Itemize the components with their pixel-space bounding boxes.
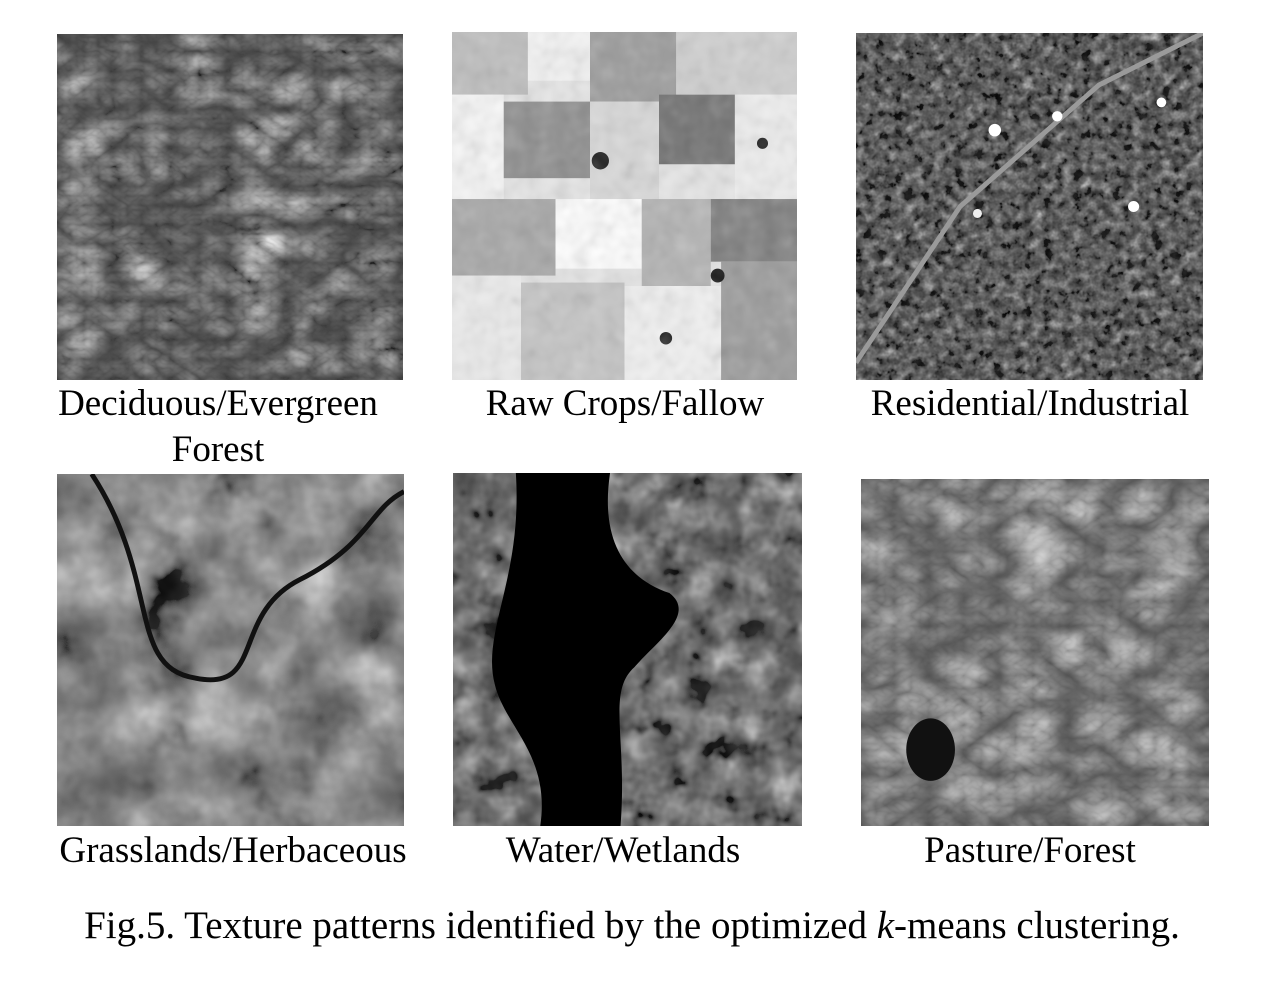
pasture-texture-image — [861, 479, 1209, 826]
grasslands-texture-image — [57, 474, 404, 826]
caption-prefix: Fig.5. Texture patterns identified by th… — [84, 904, 877, 947]
panel-label-forest: Deciduous/Evergreen — [58, 383, 378, 424]
panel-label-forest-line2: Forest — [171, 429, 265, 470]
panel-label-pasture: Pasture/Forest — [924, 830, 1136, 871]
panel-label-water: Water/Wetlands — [505, 830, 741, 871]
figure-caption: Fig.5. Texture patterns identified by th… — [0, 902, 1264, 950]
caption-italic-k: k — [876, 904, 895, 947]
forest-texture-image — [57, 34, 403, 380]
panel-label-grasslands: Grasslands/Herbaceous — [59, 830, 407, 871]
water-texture-image — [453, 473, 802, 826]
panel-label-residential: Residential/Industrial — [870, 383, 1190, 424]
panel-label-crops: Raw Crops/Fallow — [485, 383, 765, 424]
caption-suffix: -means clustering. — [894, 904, 1180, 947]
crops-texture-image — [452, 32, 797, 380]
residential-texture-image — [856, 33, 1203, 380]
